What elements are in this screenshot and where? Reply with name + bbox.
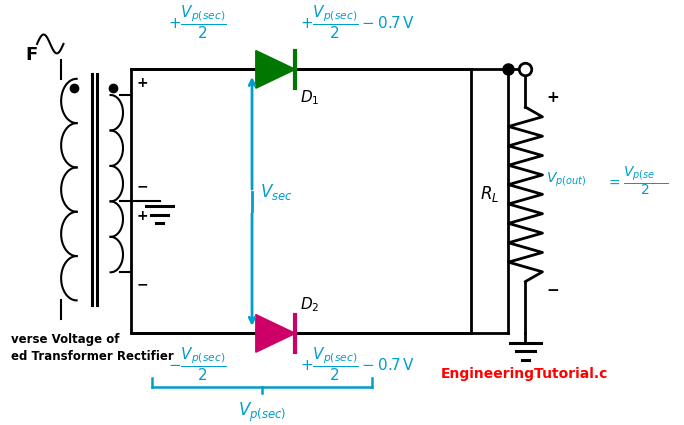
Text: $D_1$: $D_1$	[300, 88, 319, 107]
Text: +: +	[547, 90, 559, 105]
Text: $D_2$: $D_2$	[300, 296, 319, 314]
Text: $= \dfrac{V_{p(se\ \ \ \ }}{2}$: $= \dfrac{V_{p(se\ \ \ \ }}{2}$	[605, 164, 668, 197]
Text: −: −	[136, 277, 148, 291]
Text: ed Transformer Rectifier: ed Transformer Rectifier	[11, 351, 174, 363]
Text: $-\dfrac{V_{p(sec)}}{2}$: $-\dfrac{V_{p(sec)}}{2}$	[168, 346, 226, 383]
Text: verse Voltage of: verse Voltage of	[11, 334, 119, 346]
Text: −: −	[547, 283, 559, 298]
Text: $+\dfrac{V_{p(sec)}}{2} - 0.7\,\mathrm{V}$: $+\dfrac{V_{p(sec)}}{2} - 0.7\,\mathrm{V…	[300, 346, 415, 383]
Text: +: +	[136, 76, 148, 91]
Text: $V_{p(sec)}$: $V_{p(sec)}$	[238, 401, 286, 425]
Text: F: F	[26, 46, 38, 64]
Text: −: −	[136, 180, 148, 194]
Text: $R_L$: $R_L$	[480, 184, 499, 204]
Text: $+\dfrac{V_{p(sec)}}{2} - 0.7\,\mathrm{V}$: $+\dfrac{V_{p(sec)}}{2} - 0.7\,\mathrm{V…	[300, 3, 415, 41]
Text: $V_{p(out)}$: $V_{p(out)}$	[547, 171, 586, 189]
Text: EngineeringTutorial.c: EngineeringTutorial.c	[440, 367, 608, 381]
Polygon shape	[256, 314, 295, 352]
Text: $V_{sec}$: $V_{sec}$	[259, 182, 292, 202]
Text: $+\dfrac{V_{p(sec)}}{2}$: $+\dfrac{V_{p(sec)}}{2}$	[168, 3, 226, 41]
Text: +: +	[136, 209, 148, 223]
Polygon shape	[256, 51, 295, 88]
